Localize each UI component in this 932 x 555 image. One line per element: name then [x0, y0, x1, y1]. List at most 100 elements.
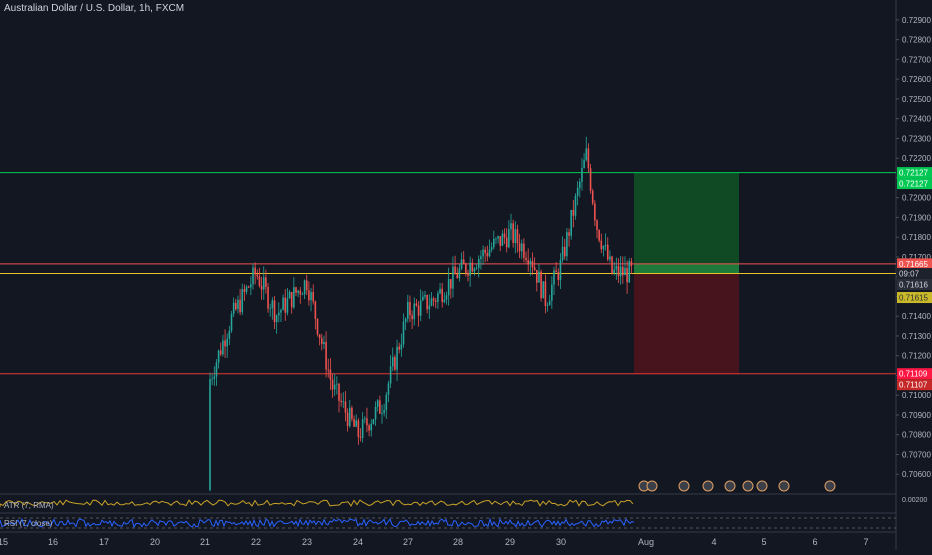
candle-body: [407, 302, 409, 319]
candle-body: [579, 181, 581, 188]
candle-body: [389, 366, 392, 384]
candle-body: [215, 362, 218, 377]
candle-body: [441, 288, 443, 303]
candle-body: [486, 252, 489, 257]
y-tick-label: 0.70700: [902, 450, 931, 459]
candle-body: [252, 267, 254, 285]
candle-body: [209, 379, 211, 491]
candle-body: [531, 260, 534, 268]
candle-body: [469, 262, 471, 276]
candle-body: [226, 338, 228, 347]
candle-body: [265, 277, 267, 288]
candle-body: [566, 232, 568, 257]
x-tick-label: 20: [150, 537, 160, 547]
x-tick-label: 28: [453, 537, 463, 547]
candle-body: [477, 259, 480, 268]
candle-body: [602, 246, 605, 250]
candle-body: [428, 305, 431, 310]
last-price-badge-bg: [897, 279, 932, 291]
candle-body: [525, 257, 527, 261]
candle-body: [282, 297, 284, 310]
candle-body: [325, 341, 327, 370]
x-tick-label: 15: [0, 537, 8, 547]
candle-body: [443, 299, 446, 303]
candle-body: [346, 412, 349, 427]
candle-body: [344, 401, 347, 413]
candle-body: [523, 243, 525, 258]
candle-body: [260, 286, 263, 290]
candle-body: [413, 303, 416, 320]
candle-body: [422, 296, 424, 301]
candle-body: [275, 315, 278, 323]
candle-body: [437, 293, 439, 302]
candle-body: [348, 407, 351, 427]
candle-body: [467, 272, 469, 276]
x-tick-label: 5: [761, 537, 766, 547]
candle-body: [624, 267, 626, 276]
candle-body: [396, 346, 398, 370]
event-marker-icon: [724, 480, 736, 492]
x-tick-label: 22: [251, 537, 261, 547]
y-tick-label: 0.72400: [902, 115, 931, 124]
candle-body: [374, 406, 377, 420]
candle-body: [475, 267, 478, 269]
candle-body: [415, 303, 418, 306]
candle-body: [439, 288, 441, 294]
candle-body: [222, 340, 224, 355]
candle-body: [512, 223, 514, 244]
candle-body: [301, 294, 304, 296]
candle-body: [411, 315, 413, 320]
candle-body: [314, 301, 317, 319]
timer-badge-bg: [897, 268, 932, 280]
candle-body: [430, 298, 433, 306]
sl-badge-2: 0.71107: [899, 381, 928, 390]
x-tick-label: 16: [48, 537, 58, 547]
candle-body: [224, 340, 226, 347]
candle-body: [561, 246, 564, 260]
candle-body: [230, 314, 233, 331]
tp-badge-1-bg: [897, 167, 932, 179]
x-tick-label: 30: [556, 537, 566, 547]
candle-body: [591, 190, 594, 204]
candle-body: [381, 413, 383, 415]
x-tick-label: Aug: [638, 537, 654, 547]
x-tick-label: 29: [505, 537, 515, 547]
candle-body: [359, 436, 362, 438]
candle-body: [497, 236, 499, 239]
candle-body: [250, 284, 252, 288]
candle-body: [290, 291, 293, 308]
candle-body: [424, 294, 426, 297]
candle-body: [452, 266, 454, 289]
candle-body: [540, 271, 542, 299]
candle-body: [357, 420, 360, 437]
y-tick-label: 0.71200: [902, 352, 931, 361]
candle-body: [295, 287, 297, 293]
candle-body: [572, 209, 575, 216]
tp-badge-1: 0.72127: [899, 169, 928, 178]
candle-body: [447, 279, 450, 296]
candle-body: [237, 299, 239, 310]
candle-body: [551, 284, 553, 301]
candle-body: [398, 346, 400, 350]
candle-body: [456, 274, 459, 279]
candle-body: [495, 238, 497, 240]
candle-body: [361, 419, 364, 438]
event-marker-icon: [702, 480, 714, 492]
candle-body: [581, 168, 583, 182]
profit-zone: [634, 172, 739, 264]
candle-body: [305, 280, 308, 291]
entry-badge-2: 0.71615: [899, 294, 928, 303]
y-tick-label: 0.72600: [902, 75, 931, 84]
candle-body: [271, 300, 274, 309]
chart-title: Australian Dollar / U.S. Dollar, 1h, FXC…: [4, 3, 185, 14]
event-marker-icon: [756, 480, 768, 492]
y-tick-label: 0.72000: [902, 194, 931, 203]
candle-body: [600, 240, 603, 250]
candle-body: [574, 195, 577, 216]
candle-body: [465, 264, 467, 273]
candle-body: [488, 249, 491, 257]
tp-badge-2: 0.72127: [899, 180, 928, 189]
candle-body: [284, 297, 287, 313]
candle-body: [303, 280, 306, 295]
